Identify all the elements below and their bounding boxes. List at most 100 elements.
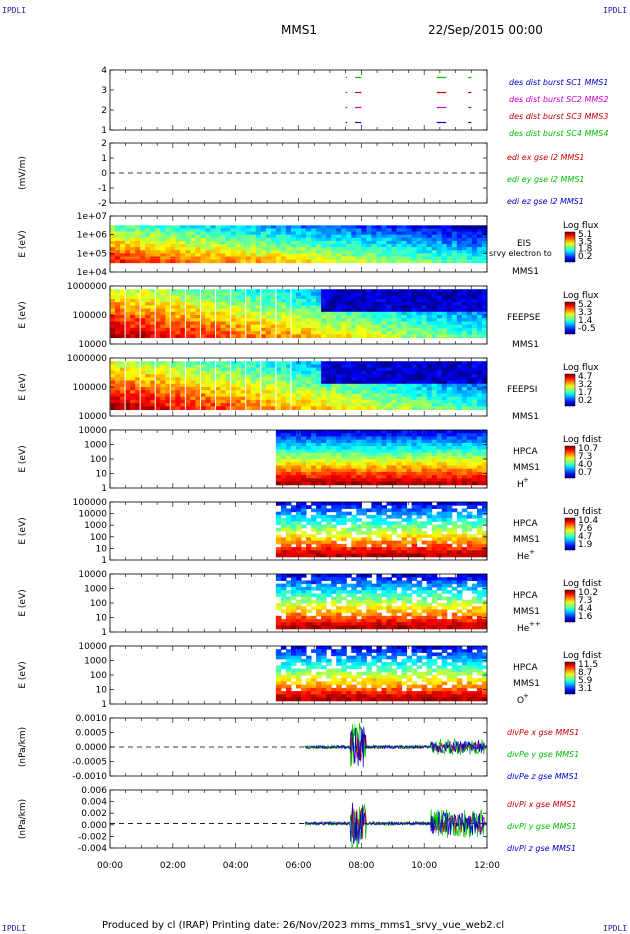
spectrogram-cell — [165, 289, 171, 293]
spectrogram-cell — [311, 302, 317, 306]
spectrogram-cell — [366, 619, 372, 623]
spectrogram-cell — [260, 403, 267, 407]
spectrogram-cell — [280, 361, 287, 365]
spectrogram-cell — [125, 318, 131, 322]
spectrogram-cell — [476, 396, 483, 401]
spectrogram-cell — [260, 324, 267, 329]
spectrogram-cell — [275, 364, 282, 369]
spectrogram-cell — [401, 524, 408, 529]
spectrogram-cell — [331, 583, 337, 588]
spectrogram-cell — [311, 334, 317, 339]
spectrogram-cell — [446, 537, 453, 542]
spectrogram-cell — [346, 583, 352, 588]
spectrogram-cell — [421, 531, 428, 535]
spectrogram-cell — [275, 234, 282, 239]
spectrogram-cell — [120, 250, 126, 254]
spectrogram-cell — [391, 234, 398, 239]
spectrogram-cell — [301, 442, 307, 447]
spectrogram-cell — [366, 225, 372, 229]
spectrogram-cell — [466, 449, 473, 454]
spectrogram-cell — [441, 327, 448, 332]
spectrogram-cell — [386, 478, 392, 483]
spectrogram-cell — [331, 387, 337, 391]
burst-dot — [345, 91, 348, 94]
spectrogram-cell — [285, 550, 292, 555]
spectrogram-cell — [356, 455, 362, 460]
spectrogram-cell — [295, 295, 302, 300]
spectrogram-cell — [396, 436, 403, 441]
spectrogram-cell — [381, 553, 387, 558]
spectrogram-cell — [110, 253, 116, 257]
spectrogram-cell — [431, 471, 438, 476]
spectrogram-cell — [466, 455, 473, 460]
spectrogram-cell — [381, 478, 387, 483]
spectrogram-cell — [376, 540, 382, 545]
spectrogram-cell — [351, 465, 357, 470]
spectrogram-cell — [451, 465, 458, 470]
spectrogram-cell — [150, 383, 156, 388]
spectrogram-cell — [225, 237, 232, 242]
spectrogram-cell — [331, 364, 337, 369]
spectrogram-cell — [280, 590, 287, 594]
spectrogram-cell — [301, 318, 307, 322]
spectrogram-cell — [471, 543, 478, 548]
spectrogram-cell — [175, 393, 181, 398]
spectrogram-cell — [195, 318, 201, 322]
spectrogram-cell — [401, 547, 408, 551]
spectrogram-cell — [290, 550, 297, 555]
spectrogram-cell — [401, 574, 408, 578]
spectrogram-cell — [150, 298, 156, 303]
spectrogram-cell — [361, 455, 367, 460]
spectrogram-cell — [250, 390, 257, 394]
spectrogram-cell — [150, 231, 156, 236]
spectrogram-cell — [351, 311, 357, 316]
spectrogram-cell — [391, 377, 398, 382]
spectrogram-cell — [170, 374, 176, 378]
spectrogram-cell — [285, 478, 292, 483]
spectrogram-cell — [431, 518, 438, 522]
spectrogram-cell — [250, 228, 257, 233]
spectrogram-cell — [205, 228, 212, 233]
spectrogram-cell — [386, 537, 392, 542]
spectrogram-cell — [351, 387, 357, 391]
spectrogram-cell — [280, 406, 287, 411]
spectrogram-cell — [306, 433, 312, 437]
spectrogram-cell — [431, 439, 438, 444]
spectrogram-cell — [260, 253, 267, 257]
spectrogram-cell — [391, 403, 398, 407]
spectrogram-cell — [306, 534, 312, 538]
spectrogram-cell — [471, 234, 478, 239]
spectrogram-cell — [301, 327, 307, 332]
spectrogram-cell — [265, 292, 272, 297]
spectrogram-cell — [230, 237, 237, 242]
spectrogram-cell — [346, 253, 352, 257]
spectrogram-cell — [170, 364, 176, 369]
spectrogram-cell — [441, 231, 448, 236]
spectrogram-cell — [461, 247, 468, 251]
spectrogram-cell — [441, 225, 448, 229]
spectrogram-cell — [446, 455, 453, 460]
spectrogram-cell — [481, 370, 488, 375]
spectrogram-cell — [255, 374, 262, 378]
spectrogram-cell — [396, 387, 403, 391]
spectrogram-cell — [356, 550, 362, 555]
spectrogram-cell — [346, 259, 352, 264]
spectrogram-cell — [381, 302, 387, 306]
spectrogram-cell — [461, 459, 468, 463]
spectrogram-cell — [260, 231, 267, 236]
spectrogram-cell — [165, 228, 171, 233]
spectrogram-cell — [321, 537, 327, 542]
spectrogram-cell — [441, 370, 448, 375]
spectrogram-cell — [351, 455, 357, 460]
spectrogram-cell — [145, 256, 151, 261]
spectrogram-cell — [381, 475, 387, 479]
spectrogram-cell — [170, 250, 176, 254]
spectrogram-cell — [155, 256, 161, 261]
spectrogram-cell — [285, 308, 292, 313]
spectrogram-cell — [265, 228, 272, 233]
spectrogram-cell — [396, 247, 403, 251]
spectrogram-cell — [240, 302, 247, 306]
spectrogram-cell — [265, 240, 272, 245]
spectrogram-cell — [311, 289, 317, 293]
spectrogram-cell — [301, 240, 307, 245]
